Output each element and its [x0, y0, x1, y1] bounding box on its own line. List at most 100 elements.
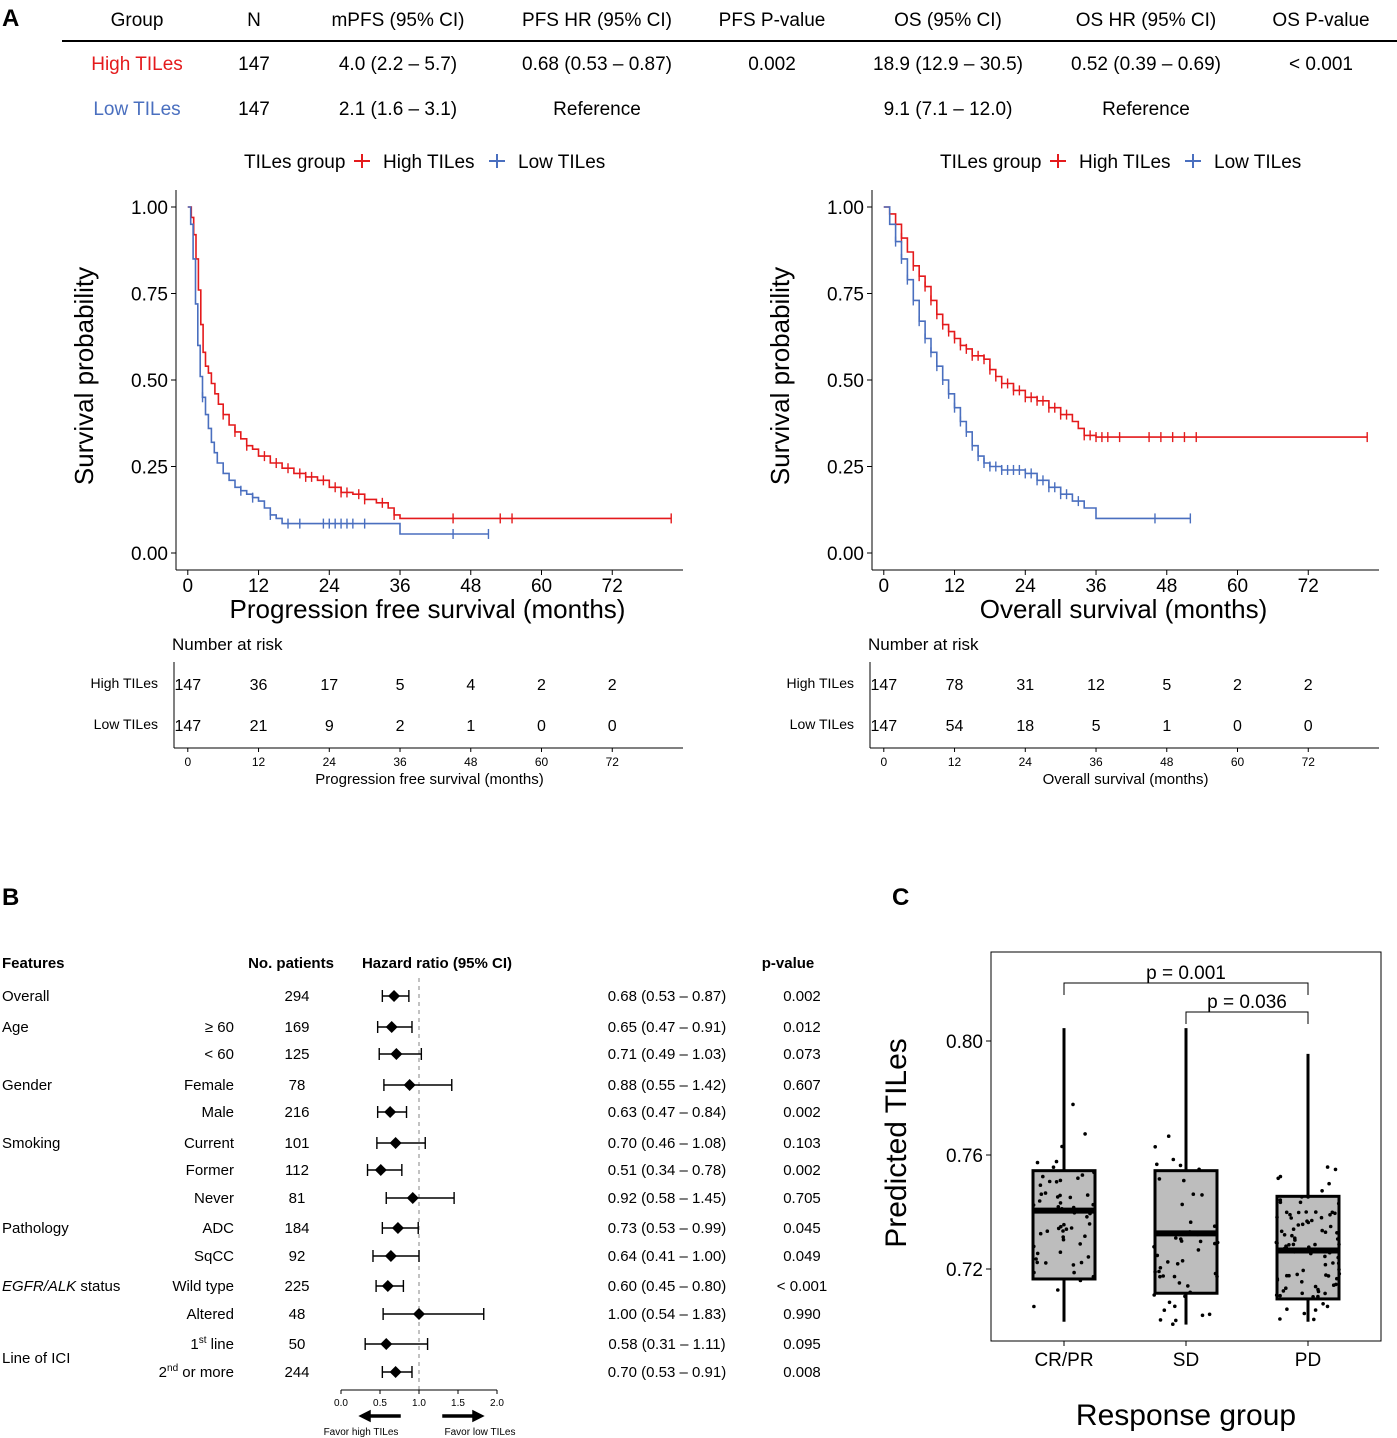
- box-point-0-6: [1058, 1201, 1063, 1205]
- forest-subgroup-10: Wild type: [172, 1278, 234, 1295]
- box-point-2-47: [1321, 1302, 1325, 1306]
- box-point-1-41: [1215, 1274, 1219, 1279]
- box-point-2-51: [1296, 1223, 1301, 1227]
- km-pfs-risk-value-1-6: 0: [608, 718, 617, 735]
- forest-p-6: 0.002: [783, 1162, 821, 1179]
- forest-n-5: 101: [284, 1135, 309, 1152]
- km-pfs-risk-row-label-1: Low TILes: [94, 716, 158, 732]
- km-os-y-tick-label-3: 0.75: [827, 285, 864, 306]
- table-cell-0-os_hr: 0.52 (0.39 – 0.69): [1071, 54, 1221, 75]
- forest-ci-text-12: 0.58 (0.31 – 1.11): [608, 1336, 725, 1353]
- km-os-legend-label-0: High TILes: [1079, 152, 1171, 173]
- box-point-0-23: [1039, 1192, 1044, 1196]
- forest-p-9: 0.049: [783, 1248, 821, 1265]
- box-point-2-15: [1300, 1280, 1304, 1284]
- box-point-2-41: [1280, 1247, 1285, 1252]
- box-point-2-76: [1289, 1216, 1293, 1220]
- km-os-y-label: Survival probability: [765, 267, 795, 485]
- km-pfs-risk-row-label-0: High TILes: [91, 675, 158, 691]
- box-point-1-29: [1212, 1224, 1217, 1228]
- box-point-2-79: [1300, 1195, 1304, 1199]
- km-os-risk-value-0-4: 5: [1162, 677, 1171, 694]
- favor-left-arrow: [358, 1409, 401, 1423]
- box-point-2-54: [1275, 1215, 1279, 1220]
- forest-p-3: 0.607: [783, 1077, 821, 1094]
- box-point-0-32: [1072, 1211, 1077, 1215]
- box-point-0-57: [1054, 1180, 1059, 1184]
- favor-right-arrow: [442, 1409, 485, 1423]
- box-point-1-36: [1197, 1167, 1201, 1172]
- km-pfs-risk-value-0-3: 5: [396, 677, 405, 694]
- box-point-1-25: [1178, 1163, 1183, 1168]
- forest-point-6: [374, 1164, 387, 1176]
- box-point-2-0: [1306, 1195, 1310, 1199]
- box-point-2-28: [1314, 1210, 1318, 1214]
- box-point-1-31: [1207, 1312, 1212, 1317]
- box-point-2-29: [1300, 1291, 1304, 1296]
- box-point-0-38: [1060, 1207, 1064, 1211]
- km-os-risk-value-0-0: 147: [870, 677, 897, 694]
- box-point-2-75: [1307, 1245, 1311, 1249]
- box-point-0-25: [1038, 1231, 1043, 1236]
- box-point-1-5: [1158, 1266, 1163, 1270]
- box-point-2-1: [1290, 1233, 1294, 1238]
- box-point-1-7: [1215, 1240, 1220, 1245]
- box-point-0-47: [1032, 1270, 1036, 1275]
- box-point-1-48: [1162, 1308, 1167, 1312]
- box-point-0-29: [1086, 1255, 1091, 1259]
- box-point-2-78: [1291, 1242, 1296, 1247]
- box-point-1-21: [1172, 1274, 1177, 1279]
- km-os-risk-title: Number at risk: [868, 635, 979, 654]
- box-point-2-65: [1333, 1211, 1337, 1216]
- table-cell-1-n: 147: [238, 99, 270, 120]
- panel-label-c: C: [892, 884, 909, 911]
- boxplot-x-tick-label-1: SD: [1173, 1350, 1199, 1371]
- boxplot-x-tick-label-2: PD: [1295, 1350, 1321, 1371]
- box-point-0-41: [1072, 1270, 1076, 1275]
- km-pfs-x-tick-label-6: 72: [602, 576, 623, 597]
- box-point-1-32: [1171, 1322, 1175, 1326]
- km-pfs-risk-value-0-0: 147: [174, 677, 201, 694]
- forest-point-9: [384, 1250, 397, 1262]
- box-point-2-45: [1279, 1229, 1284, 1234]
- box-point-0-40: [1091, 1274, 1096, 1279]
- km-os-risk-value-0-1: 78: [946, 677, 964, 694]
- box-point-2-35: [1309, 1251, 1313, 1256]
- box-point-1-38: [1166, 1134, 1171, 1138]
- forest-point-13: [389, 1366, 402, 1378]
- box-point-2-71: [1293, 1238, 1297, 1242]
- box-point-0-45: [1032, 1244, 1036, 1249]
- box-point-1-19: [1198, 1239, 1203, 1244]
- forest-subgroup-1: ≥ 60: [205, 1019, 234, 1036]
- km-os-y-tick-label-4: 1.00: [827, 198, 864, 219]
- forest-ci-text-8: 0.73 (0.53 – 0.99): [608, 1220, 726, 1237]
- forest-x-tick-label-2: 1.0: [412, 1398, 426, 1409]
- box-point-2-20: [1291, 1227, 1296, 1231]
- km-pfs-risk-value-0-4: 4: [466, 677, 475, 694]
- km-pfs-x-tick-label-2: 24: [319, 576, 341, 597]
- box-point-0-55: [1051, 1165, 1056, 1169]
- box-point-2-87: [1327, 1181, 1331, 1186]
- box-point-0-37: [1058, 1178, 1063, 1183]
- box-point-0-42: [1068, 1195, 1073, 1200]
- boxplot-chart: 0.72 0.76 0.80 Predicted TILes CR/PR SD PD Resp…: [880, 951, 1382, 1432]
- box-point-2-24: [1323, 1262, 1328, 1267]
- forest-subgroup-7: Never: [194, 1190, 234, 1207]
- box-point-2-74: [1328, 1224, 1333, 1229]
- box-point-0-59: [1035, 1160, 1040, 1165]
- box-point-2-22: [1311, 1295, 1315, 1299]
- forest-header-features: Features: [2, 955, 65, 972]
- forest-p-2: 0.073: [783, 1046, 821, 1063]
- km-pfs-risk-value-1-5: 0: [537, 718, 546, 735]
- km-pfs-legend-label-1: Low TILes: [518, 152, 605, 173]
- km-pfs-risk-value-1-4: 1: [466, 718, 475, 735]
- forest-feature-5: Smoking: [2, 1135, 60, 1152]
- box-point-2-39: [1319, 1215, 1324, 1220]
- box-point-0-5: [1065, 1208, 1069, 1212]
- km-pfs-y-tick-label-4: 1.00: [131, 198, 168, 219]
- forest-subgroup-6: Former: [186, 1162, 234, 1179]
- forest-feature-3: Gender: [2, 1077, 52, 1094]
- km-os-chart: TILes group High TILes Low TILes 0.00 0.25 0.…: [765, 152, 1379, 788]
- forest-feature-1: Age: [2, 1019, 29, 1036]
